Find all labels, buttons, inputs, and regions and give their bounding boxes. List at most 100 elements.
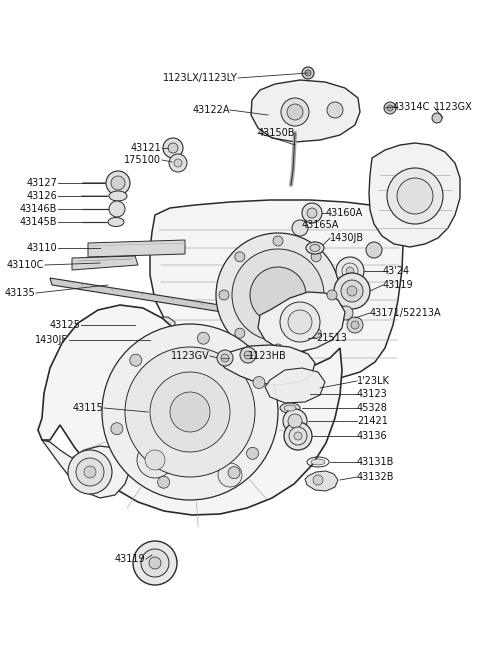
Text: 43119: 43119 [114,554,145,564]
Ellipse shape [284,405,296,411]
Circle shape [170,392,210,432]
Text: 43150B: 43150B [258,128,296,138]
Polygon shape [265,368,325,403]
Text: 43110: 43110 [26,243,57,253]
Circle shape [283,409,307,433]
Circle shape [102,324,278,500]
Circle shape [273,344,283,354]
Circle shape [111,176,125,190]
Text: 43127: 43127 [26,178,57,188]
Circle shape [145,450,165,470]
Text: 1'23LK: 1'23LK [357,376,390,386]
Circle shape [307,208,317,218]
Circle shape [311,252,321,262]
Circle shape [197,332,209,344]
Circle shape [384,102,396,114]
Circle shape [217,350,233,366]
Circle shape [387,105,393,111]
Circle shape [247,447,259,459]
Text: 43110C: 43110C [7,260,44,270]
Circle shape [281,98,309,126]
Ellipse shape [280,403,300,413]
Text: 43121: 43121 [130,143,161,153]
Circle shape [280,302,320,342]
Circle shape [219,290,229,300]
Circle shape [68,450,112,494]
Text: 43136: 43136 [357,431,388,441]
Circle shape [334,273,370,309]
Text: 43115: 43115 [72,403,103,413]
Circle shape [163,138,183,158]
Text: 43123: 43123 [357,389,388,399]
Circle shape [253,376,265,388]
Text: 43314C: 43314C [393,102,431,112]
Polygon shape [88,240,185,257]
Polygon shape [130,317,175,335]
Circle shape [311,328,321,338]
Text: 43126: 43126 [26,191,57,201]
Text: 45328: 45328 [357,403,388,413]
Polygon shape [369,143,460,247]
Circle shape [273,236,283,246]
Circle shape [339,306,353,320]
Text: 21513: 21513 [316,333,347,343]
Circle shape [174,159,182,167]
Polygon shape [150,200,403,380]
Circle shape [133,541,177,585]
Circle shape [432,113,442,123]
Circle shape [221,354,229,362]
Circle shape [288,310,312,334]
Text: 43'24: 43'24 [383,266,410,276]
Text: 43131B: 43131B [357,457,395,467]
Text: 43146B: 43146B [20,204,57,214]
Circle shape [294,432,302,440]
Circle shape [125,347,255,477]
Text: 43122A: 43122A [192,105,230,115]
Circle shape [313,475,323,485]
Circle shape [387,168,443,224]
Ellipse shape [109,191,127,201]
Circle shape [84,466,96,478]
Text: 43135: 43135 [4,288,35,298]
Circle shape [341,280,363,302]
Circle shape [109,201,125,217]
Circle shape [240,347,256,363]
Text: 1123LX/1123LY: 1123LX/1123LY [163,73,238,83]
Ellipse shape [156,334,180,346]
Text: 175100: 175100 [124,155,161,165]
Text: 1430JB: 1430JB [330,233,364,243]
Text: 43145B: 43145B [20,217,57,227]
Circle shape [351,321,359,329]
Text: 43125: 43125 [49,320,80,330]
Text: 1123HB: 1123HB [248,351,287,361]
Circle shape [336,257,364,285]
Circle shape [302,67,314,79]
Text: 43132B: 43132B [357,472,395,482]
Circle shape [216,233,340,357]
Circle shape [302,203,322,223]
Text: 1123GX: 1123GX [434,102,473,112]
Circle shape [295,331,309,345]
Circle shape [137,442,173,478]
Text: 1123GV: 1123GV [171,351,210,361]
Circle shape [347,317,363,333]
Ellipse shape [160,336,176,344]
Circle shape [287,104,303,120]
Text: 1430JF: 1430JF [35,335,68,345]
Ellipse shape [311,459,325,465]
Circle shape [347,286,357,296]
Circle shape [169,154,187,172]
Circle shape [157,476,169,488]
Circle shape [235,328,245,338]
Text: 43171/52213A: 43171/52213A [370,308,442,318]
Circle shape [106,171,130,195]
Ellipse shape [310,244,320,252]
Polygon shape [50,278,222,312]
Text: 43160A: 43160A [326,208,363,218]
Circle shape [289,427,307,445]
Text: 43165A: 43165A [302,220,339,230]
Circle shape [244,351,252,359]
Circle shape [149,557,161,569]
Polygon shape [218,345,315,385]
Ellipse shape [306,242,324,254]
